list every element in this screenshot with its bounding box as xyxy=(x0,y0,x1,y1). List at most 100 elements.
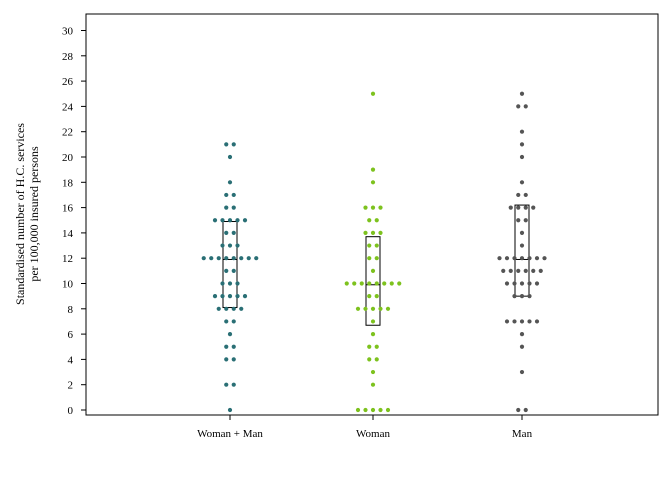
data-point xyxy=(504,256,510,261)
data-point xyxy=(519,256,525,261)
data-point xyxy=(344,281,349,286)
data-point xyxy=(224,357,229,362)
data-point xyxy=(370,180,376,185)
data-point xyxy=(216,256,221,261)
data-point xyxy=(519,281,525,286)
y-tick-label: 2 xyxy=(68,380,74,392)
data-point xyxy=(374,281,379,286)
y-tick-label: 8 xyxy=(68,304,74,316)
data-point xyxy=(220,294,225,299)
data-point xyxy=(519,332,525,337)
data-point xyxy=(367,256,372,261)
data-point xyxy=(363,306,368,311)
data-point xyxy=(355,306,361,311)
data-point xyxy=(523,407,528,413)
data-point xyxy=(378,306,383,311)
data-point xyxy=(242,294,248,299)
y-tick-label: 10 xyxy=(62,279,74,291)
data-point xyxy=(355,407,361,413)
data-point xyxy=(516,205,521,210)
data-point xyxy=(374,243,379,248)
data-point xyxy=(367,281,372,286)
data-point xyxy=(224,344,229,349)
data-point xyxy=(531,205,536,210)
y-tick-label: 6 xyxy=(68,329,74,341)
y-tick-label: 12 xyxy=(62,253,73,265)
data-point xyxy=(497,256,502,261)
data-point xyxy=(382,281,387,286)
data-point xyxy=(231,192,236,198)
data-point xyxy=(523,268,528,273)
data-points xyxy=(201,91,547,413)
data-point xyxy=(231,306,236,311)
data-point xyxy=(523,205,528,210)
data-point xyxy=(523,218,528,223)
iqr-box xyxy=(365,236,381,326)
y-tick-label: 22 xyxy=(62,127,73,139)
x-tick-label: Woman + Man xyxy=(197,428,263,440)
data-point xyxy=(216,306,221,311)
data-point xyxy=(385,407,391,413)
data-point xyxy=(527,281,532,286)
data-point xyxy=(212,294,218,299)
data-point xyxy=(242,218,248,223)
data-point xyxy=(363,230,368,235)
data-point xyxy=(519,230,525,235)
data-point xyxy=(527,294,532,299)
data-point xyxy=(363,407,368,413)
data-point xyxy=(538,268,543,273)
x-tick-label: Woman xyxy=(356,428,390,440)
data-point xyxy=(227,180,233,185)
data-point xyxy=(370,91,376,96)
data-point xyxy=(224,142,229,147)
data-point xyxy=(239,256,244,261)
data-point xyxy=(378,205,383,210)
data-point xyxy=(374,294,379,299)
data-point xyxy=(227,154,233,160)
data-point xyxy=(519,91,525,96)
data-point xyxy=(370,268,376,273)
data-point xyxy=(209,256,214,261)
data-point xyxy=(516,104,521,109)
data-point xyxy=(519,180,525,185)
data-point xyxy=(527,256,532,261)
data-point xyxy=(231,230,236,235)
data-point xyxy=(519,344,525,349)
data-point xyxy=(512,294,517,299)
data-point xyxy=(523,192,528,198)
data-point xyxy=(227,294,233,299)
data-point xyxy=(224,306,229,311)
data-point xyxy=(504,319,510,324)
y-axis-title-line-2: per 100,000 insured persons xyxy=(27,146,41,282)
data-point xyxy=(227,407,233,413)
y-tick-label: 18 xyxy=(62,177,74,189)
data-point xyxy=(370,205,376,210)
data-point xyxy=(516,192,521,198)
data-point xyxy=(519,369,525,375)
y-tick-label: 28 xyxy=(62,51,74,63)
data-point xyxy=(235,294,240,299)
data-point xyxy=(389,281,394,286)
data-point xyxy=(370,306,376,311)
data-point xyxy=(220,281,225,286)
data-point xyxy=(224,230,229,235)
y-tick-label: 26 xyxy=(62,76,74,88)
y-axis-title-line-1: Standardised number of H.C. services xyxy=(13,123,27,305)
data-point xyxy=(523,104,528,109)
data-point xyxy=(374,357,379,362)
data-point xyxy=(534,256,540,261)
data-point xyxy=(231,142,236,147)
data-point xyxy=(374,256,379,261)
data-point xyxy=(512,281,517,286)
data-point xyxy=(239,306,244,311)
y-tick-label: 16 xyxy=(62,203,74,215)
data-point xyxy=(370,407,376,413)
y-tick-label: 4 xyxy=(68,354,74,366)
x-tick-label: Man xyxy=(512,428,533,440)
data-point xyxy=(235,218,240,223)
data-point xyxy=(367,294,372,299)
data-point xyxy=(512,319,517,324)
data-point xyxy=(516,218,521,223)
data-point xyxy=(231,344,236,349)
